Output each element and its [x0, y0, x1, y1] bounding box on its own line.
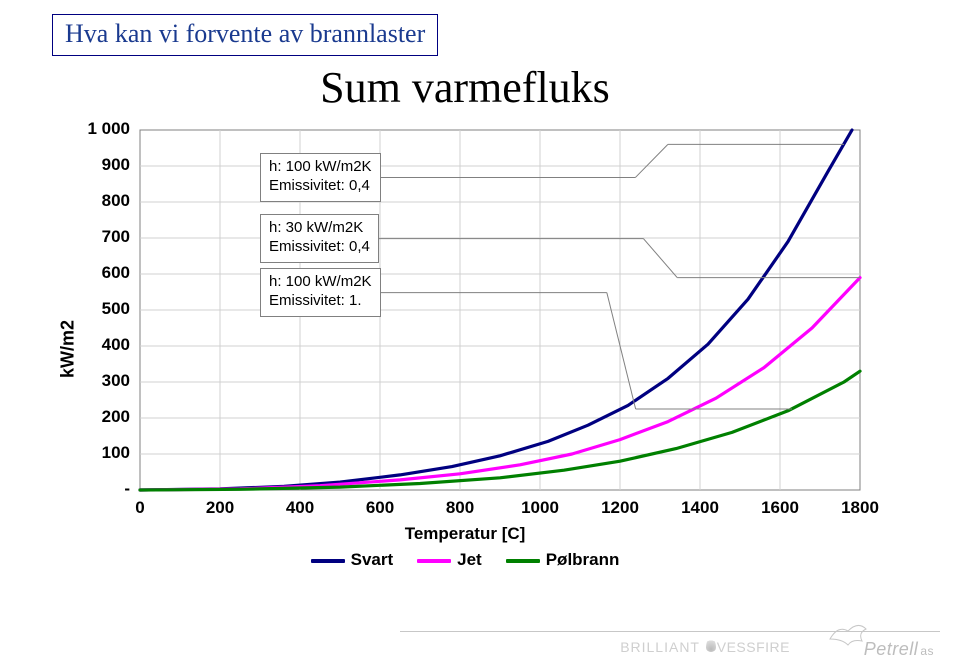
- footer-brand-petrell-prefix: Petrell: [864, 639, 919, 659]
- y-tick-label: 200: [102, 407, 130, 427]
- footer-brand-petrell-suffix: as: [920, 644, 934, 658]
- y-tick-label: -: [124, 479, 130, 499]
- y-tick-label: 600: [102, 263, 130, 283]
- footer-brand-vessfire-text: VESSFIRE: [717, 639, 790, 655]
- legend-swatch: [417, 559, 451, 563]
- bird-icon: [828, 619, 868, 647]
- slide-title-box: Hva kan vi forvente av brannlaster: [52, 14, 438, 56]
- legend-swatch: [506, 559, 540, 563]
- x-tick-label: 400: [280, 498, 320, 518]
- x-tick-label: 1400: [680, 498, 720, 518]
- y-tick-label: 300: [102, 371, 130, 391]
- footer-brand-vessfire: VESSFIRE: [705, 639, 790, 655]
- legend-swatch: [311, 559, 345, 563]
- y-tick-label: 100: [102, 443, 130, 463]
- y-tick-label: 800: [102, 191, 130, 211]
- x-axis-label: Temperatur [C]: [405, 524, 526, 544]
- legend-label: Pølbrann: [546, 550, 620, 569]
- x-tick-label: 1000: [520, 498, 560, 518]
- footer: BRILLIANT VESSFIRE Petrellas: [0, 631, 960, 665]
- chart-title: Sum varmefluks: [0, 62, 930, 113]
- legend-item: Jet: [417, 550, 482, 570]
- chart-annotation: h: 100 kW/m2KEmissivitet: 0,4: [260, 153, 381, 202]
- x-tick-label: 1600: [760, 498, 800, 518]
- y-tick-label: 400: [102, 335, 130, 355]
- x-tick-label: 0: [120, 498, 160, 518]
- legend: Svart Jet Pølbrann: [50, 550, 880, 570]
- x-tick-label: 800: [440, 498, 480, 518]
- y-tick-label: 900: [102, 155, 130, 175]
- legend-label: Svart: [351, 550, 394, 569]
- x-tick-label: 1800: [840, 498, 880, 518]
- legend-item: Pølbrann: [506, 550, 620, 570]
- y-tick-label: 700: [102, 227, 130, 247]
- slide-root: Hva kan vi forvente av brannlaster Sum v…: [0, 0, 960, 665]
- flame-icon: [706, 638, 716, 652]
- chart-container: kW/m2 Temperatur [C] Svart Jet Pølbrann - 1…: [50, 124, 880, 574]
- y-tick-label: 500: [102, 299, 130, 319]
- legend-item: Svart: [311, 550, 394, 570]
- chart-annotation: h: 30 kW/m2KEmissivitet: 0,4: [260, 214, 379, 263]
- x-tick-label: 600: [360, 498, 400, 518]
- legend-label: Jet: [457, 550, 482, 569]
- chart-annotation: h: 100 kW/m2KEmissivitet: 1.: [260, 268, 381, 317]
- slide-title: Hva kan vi forvente av brannlaster: [65, 19, 425, 48]
- x-tick-label: 1200: [600, 498, 640, 518]
- x-tick-label: 200: [200, 498, 240, 518]
- footer-brand-petrell: Petrellas: [864, 639, 934, 660]
- footer-brand-brilliant: BRILLIANT: [620, 639, 700, 655]
- y-axis-label: kW/m2: [58, 320, 79, 378]
- y-tick-label: 1 000: [87, 119, 130, 139]
